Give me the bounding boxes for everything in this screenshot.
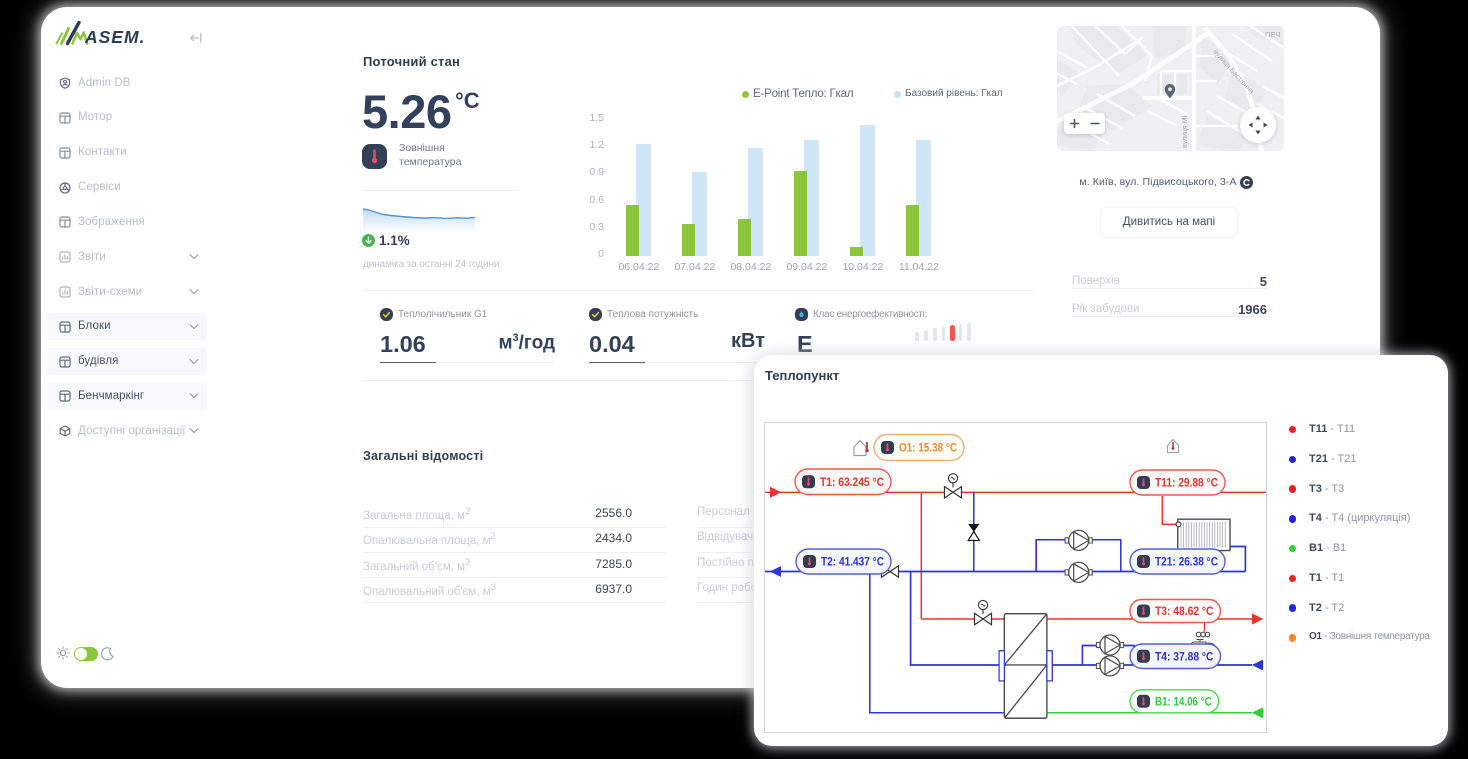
svg-text:B1: 14.06 °C: B1: 14.06 °C (1155, 695, 1212, 709)
svg-text:T4: 37.88 °C: T4: 37.88 °C (1155, 649, 1214, 663)
svg-text:O1: 15.38 °C: O1: 15.38 °C (899, 441, 957, 455)
svg-text:ASEM.: ASEM. (84, 27, 145, 47)
svg-text:T2: 41.437 °C: T2: 41.437 °C (821, 555, 884, 569)
svg-text:T11: 29.88 °C: T11: 29.88 °C (1155, 476, 1218, 490)
svg-text:вулиця Мі: вулиця Мі (1181, 116, 1189, 148)
svg-text:T1: 63.245 °C: T1: 63.245 °C (820, 475, 884, 489)
svg-text:T21: 26.38 °C: T21: 26.38 °C (1155, 555, 1218, 569)
svg-text:ПЕЧ: ПЕЧ (1265, 30, 1280, 39)
svg-text:T3: 48.62 °C: T3: 48.62 °C (1155, 604, 1214, 618)
